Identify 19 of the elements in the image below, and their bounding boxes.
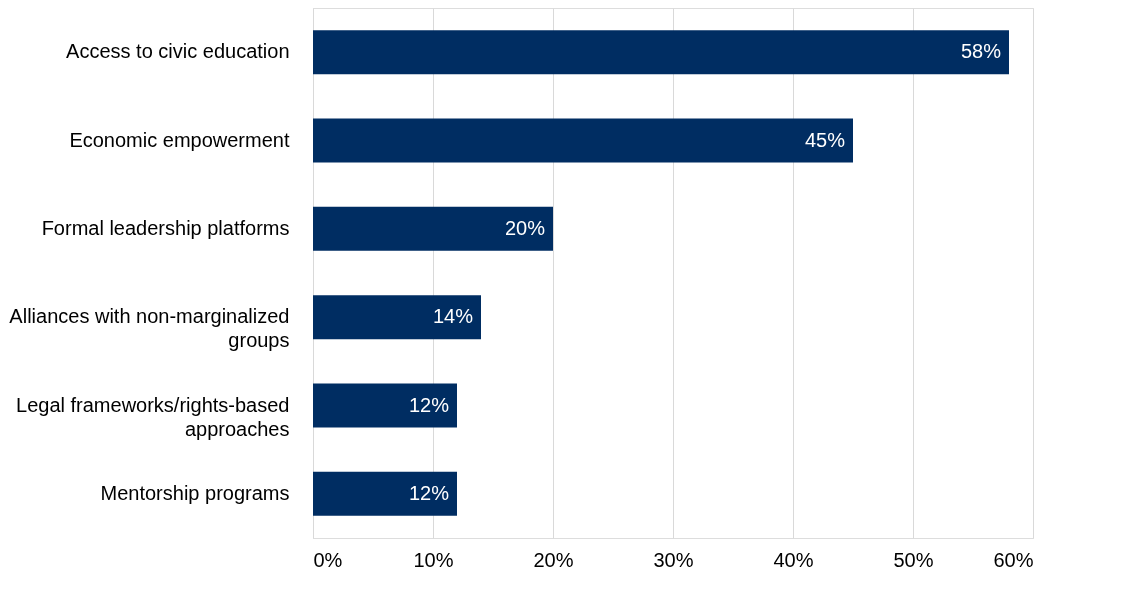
y-tick-label: Alliances with non-marginalized groups xyxy=(9,305,290,352)
data-label: 45% xyxy=(804,128,846,151)
y-tick-label: Economic empowerment xyxy=(69,128,290,151)
x-tick-label: 10% xyxy=(413,548,454,571)
data-label: 20% xyxy=(504,216,546,239)
x-tick-label: 20% xyxy=(533,548,574,571)
x-tick-label: 50% xyxy=(893,548,934,571)
x-tick-label: 40% xyxy=(773,548,814,571)
data-label: 12% xyxy=(408,393,450,416)
x-tick-label: 0% xyxy=(313,548,343,571)
y-tick-label: Mentorship programs xyxy=(100,481,290,504)
y-tick-label: Formal leadership platforms xyxy=(41,216,290,239)
data-label: 58% xyxy=(960,40,1002,63)
x-tick-label: 30% xyxy=(653,548,694,571)
x-tick-label: 60% xyxy=(993,548,1034,571)
y-tick-label: Access to civic education xyxy=(66,40,290,63)
data-label: 12% xyxy=(408,481,450,504)
y-tick-label: Legal frameworks/rights-based approaches xyxy=(16,393,290,440)
data-label: 14% xyxy=(432,305,474,328)
